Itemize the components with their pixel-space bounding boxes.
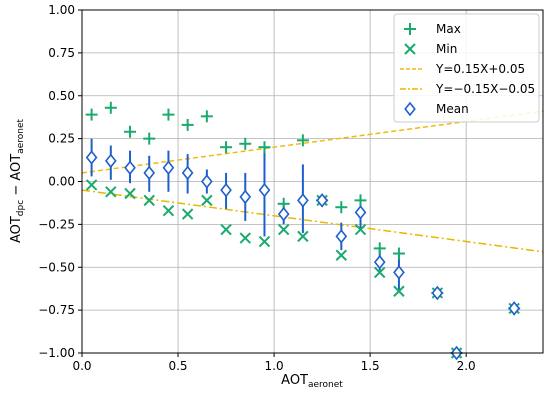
x-tick-label: 0.5 <box>168 359 187 373</box>
legend-mean-marker <box>404 101 416 117</box>
y-tick-label: 0.00 <box>48 175 75 189</box>
data-markers <box>85 101 521 361</box>
mean-marker <box>393 265 405 280</box>
mean-marker <box>258 182 271 198</box>
legend-label: Max <box>436 22 461 36</box>
x-axis-label: AOTaeronet <box>281 373 343 390</box>
max-marker <box>392 247 405 260</box>
legend-max-marker <box>404 23 416 35</box>
y-tick-label: 0.25 <box>48 132 75 146</box>
min-marker <box>335 249 348 261</box>
mean-marker <box>104 153 117 169</box>
mean-marker <box>181 165 194 181</box>
y-axis-label-part1: AOT <box>9 216 24 243</box>
min-marker <box>201 194 213 207</box>
mean-marker <box>124 160 136 176</box>
mean-marker <box>239 189 252 205</box>
mean-error-bars <box>90 138 400 292</box>
y-tick-label: −0.50 <box>38 260 75 274</box>
max-marker <box>258 141 271 154</box>
min-marker <box>277 223 290 236</box>
svg-text:AOTdpc − AOTaeronet: AOTdpc − AOTaeronet <box>9 119 26 244</box>
min-marker <box>162 204 175 217</box>
min-marker <box>297 230 309 243</box>
svg-text:AOTaeronet: AOTaeronet <box>281 373 343 390</box>
min-marker <box>258 235 271 248</box>
x-axis-label-main: AOT <box>281 373 308 388</box>
max-marker <box>354 194 367 207</box>
mean-marker <box>277 206 290 222</box>
y-axis-label-part2: − AOT <box>9 154 24 200</box>
min-marker <box>85 179 98 191</box>
max-marker <box>85 108 98 121</box>
y-axis-label-sub2: aeronet <box>16 119 26 154</box>
mean-marker <box>354 205 367 220</box>
max-marker <box>124 125 137 138</box>
y-tick-label: −1.00 <box>38 346 75 360</box>
y-tick-label: −0.75 <box>38 303 75 317</box>
x-axis-label-subscript: aeronet <box>308 380 343 390</box>
x-tick-label: 1.5 <box>361 359 380 373</box>
min-marker <box>354 223 367 236</box>
legend-label: Mean <box>436 102 469 116</box>
mean-marker <box>143 165 156 181</box>
y-axis-label: AOTdpc − AOTaeronet <box>9 119 26 244</box>
x-tick-label: 0.0 <box>72 359 91 373</box>
max-marker <box>143 132 156 145</box>
y-axis-label-sub1: dpc <box>16 200 26 216</box>
min-marker <box>393 285 405 297</box>
legend-label: Min <box>436 42 457 56</box>
min-marker <box>181 208 194 220</box>
legend-min-marker <box>404 43 416 55</box>
y-tick-label: 0.75 <box>48 46 75 60</box>
min-marker <box>374 266 386 279</box>
mean-marker <box>220 182 232 198</box>
max-marker <box>181 118 194 131</box>
lower-envelope-line <box>81 189 544 253</box>
min-marker <box>124 187 136 200</box>
x-tick-label: 1.0 <box>265 359 284 373</box>
min-marker <box>239 232 251 244</box>
max-marker <box>239 137 252 150</box>
mean-marker <box>373 254 386 270</box>
min-marker <box>143 194 155 207</box>
y-tick-label: 0.50 <box>48 89 75 103</box>
mean-marker <box>508 301 521 316</box>
min-marker <box>105 186 117 198</box>
mean-marker <box>297 193 309 208</box>
max-marker <box>373 242 386 255</box>
mean-marker <box>316 193 328 208</box>
x-tick-label: 2.0 <box>457 359 476 373</box>
y-tick-label: −0.25 <box>38 217 75 231</box>
max-marker <box>335 201 348 214</box>
legend-box <box>393 13 540 123</box>
mean-marker <box>85 150 98 165</box>
legend: Max Min Y=0.15X+0.05 Y=−0.15X−0.05 Mean <box>393 13 540 123</box>
mean-marker <box>335 229 348 244</box>
legend-label: Y=0.15X+0.05 <box>435 62 525 76</box>
max-marker <box>220 141 233 154</box>
y-tick-label: 1.00 <box>48 3 75 17</box>
max-marker <box>296 134 309 147</box>
max-marker <box>104 101 117 114</box>
min-marker <box>220 223 232 236</box>
mean-marker <box>162 160 175 176</box>
mean-marker <box>201 174 213 189</box>
legend-label: Y=−0.15X−0.05 <box>435 82 535 96</box>
max-marker <box>200 110 213 123</box>
mean-marker <box>431 285 444 301</box>
max-marker <box>162 108 175 121</box>
axis-ticks: 0.0 0.5 1.0 1.5 2.0 −1.00 −0.75 −0.50 −0.25 0.00 0… <box>38 3 475 373</box>
